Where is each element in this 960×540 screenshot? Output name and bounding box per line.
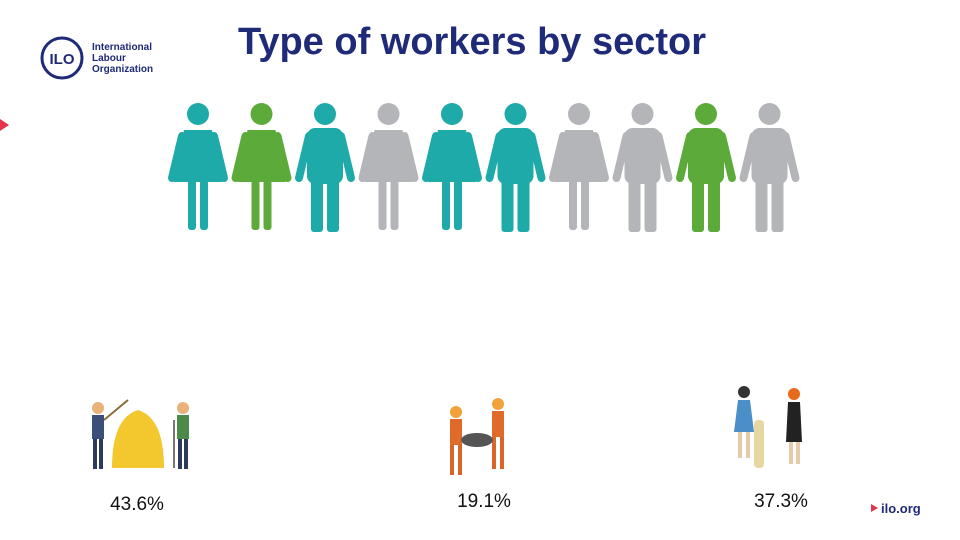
logo: ILO International Labour Organization — [40, 36, 153, 80]
title: Type of workers by sector — [238, 21, 706, 63]
sector-share: 19.1% — [457, 491, 511, 512]
logo-text: Labour — [92, 53, 126, 64]
person-icon — [295, 103, 355, 232]
logo-text: International — [92, 42, 152, 53]
services-illustration — [734, 386, 802, 468]
footer-link: ilo.org — [881, 501, 921, 516]
person-icon — [231, 103, 292, 230]
logo-text: Organization — [92, 64, 153, 75]
industry-illustration — [450, 398, 504, 475]
person-icon — [549, 103, 609, 230]
sector-share: 43.6% — [110, 494, 164, 515]
svg-text:ILO: ILO — [50, 51, 75, 68]
person-icon — [168, 103, 228, 230]
person-icon — [739, 103, 800, 232]
person-icon — [676, 103, 736, 232]
sector-share: 37.3% — [754, 491, 808, 512]
person-icon — [612, 103, 673, 232]
marker — [0, 119, 9, 131]
person-icon — [422, 103, 482, 230]
person-icon — [485, 103, 546, 232]
person-icon — [358, 103, 419, 230]
agriculture-illustration — [92, 399, 189, 469]
link-marker — [871, 504, 878, 512]
people-row — [168, 103, 800, 232]
